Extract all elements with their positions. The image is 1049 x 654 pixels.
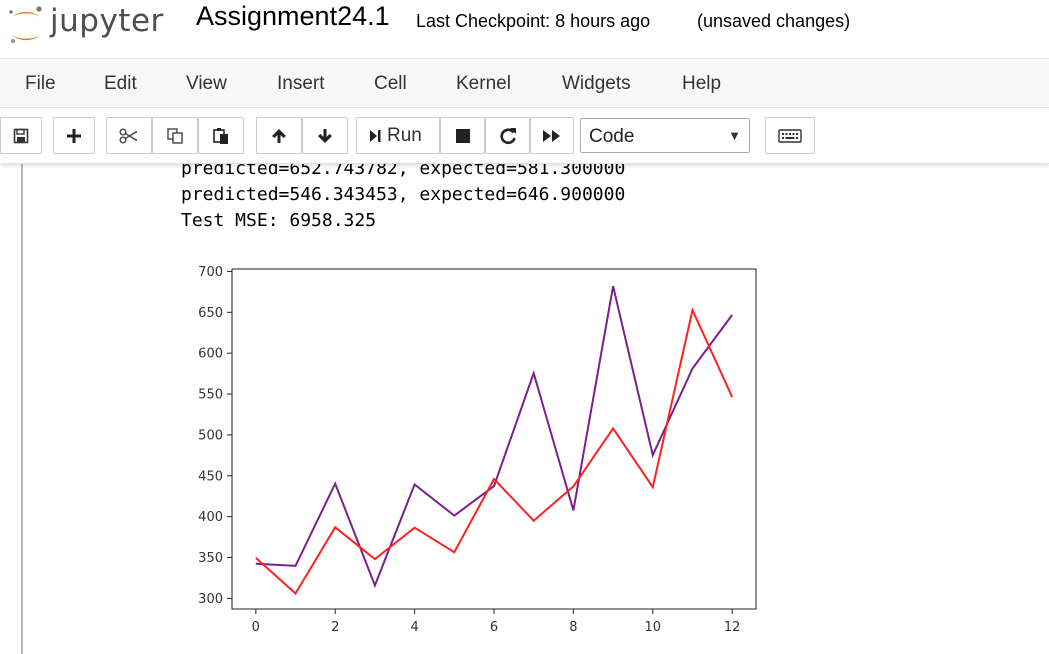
copy-icon [167, 127, 183, 144]
logo-text: jupyter [50, 3, 164, 39]
y-tick-label: 600 [198, 347, 223, 362]
run-button-label: Run [387, 124, 422, 146]
arrow-down-icon [318, 128, 332, 143]
move-down-button[interactable] [302, 117, 348, 154]
menu-file[interactable]: File [25, 73, 56, 94]
y-tick-label: 500 [198, 428, 223, 443]
notebook-container[interactable]: predicted=652.743782, expected=581.30000… [0, 164, 1049, 654]
output-line-3: Test MSE: 6958.325 [181, 210, 377, 231]
menu-insert[interactable]: Insert [277, 73, 325, 94]
menu-edit[interactable]: Edit [104, 73, 137, 94]
x-tick-label: 6 [490, 620, 498, 635]
series-line-0 [255, 285, 734, 589]
notebook-title[interactable]: Assignment24.1 [196, 1, 390, 31]
x-tick-label: 0 [252, 620, 260, 635]
restart-kernel-button[interactable] [485, 117, 530, 154]
command-palette-button[interactable] [765, 117, 815, 154]
output-line-1: predicted=652.743782, expected=581.30000… [181, 164, 626, 179]
stop-icon [455, 128, 470, 143]
y-tick-label: 300 [198, 592, 223, 607]
chevron-down-icon: ▼ [728, 128, 741, 143]
x-tick-label: 8 [569, 620, 577, 635]
save-button[interactable] [0, 117, 42, 154]
notebook-header: jupyter Assignment24.1 Last Checkpoint: … [0, 0, 1049, 52]
menu-cell[interactable]: Cell [374, 73, 407, 94]
menu-kernel[interactable]: Kernel [456, 73, 511, 94]
output-line-2: predicted=546.343453, expected=646.90000… [181, 184, 626, 205]
plus-icon [67, 128, 81, 143]
y-tick-label: 400 [198, 510, 223, 525]
move-up-button[interactable] [256, 117, 302, 154]
step-forward-icon [370, 129, 381, 142]
plot-area [231, 268, 757, 610]
scissors-icon [119, 128, 138, 143]
copy-button[interactable] [152, 117, 198, 154]
jupyter-logo[interactable]: jupyter [6, 3, 176, 49]
insert-cell-button[interactable] [53, 117, 95, 154]
x-tick-label: 12 [724, 620, 741, 635]
restart-run-all-button[interactable] [530, 117, 574, 154]
cut-button[interactable] [106, 117, 152, 154]
y-tick-label: 550 [198, 388, 223, 403]
fast-forward-icon [543, 129, 560, 142]
menu-help[interactable]: Help [682, 73, 722, 94]
keyboard-icon [778, 128, 802, 143]
y-tick-label: 700 [198, 265, 223, 280]
x-tick-label: 4 [410, 620, 418, 635]
menubar: File Edit View Insert Cell Kernel Widget… [0, 58, 1049, 108]
jupyter-logo-icon [9, 6, 42, 44]
x-tick-label: 10 [645, 620, 662, 635]
checkpoint-status: Last Checkpoint: 8 hours ago [416, 11, 651, 31]
cell-type-value: Code [589, 126, 635, 147]
arrow-up-icon [272, 128, 286, 143]
y-tick-label: 450 [198, 469, 223, 484]
interrupt-kernel-button[interactable] [440, 117, 485, 154]
y-tick-label: 350 [198, 551, 223, 566]
save-icon [13, 128, 29, 143]
menu-view[interactable]: View [186, 73, 227, 94]
toolbar: Run Code ▼ [0, 108, 1049, 164]
cell-type-select[interactable]: Code ▼ [580, 118, 750, 153]
run-button[interactable]: Run [356, 117, 440, 154]
line-chart: 300 350 400 450 500 550 600 650 700 0 2 4 6 8 10 12 [198, 265, 757, 635]
series-line-1 [255, 306, 734, 596]
x-tick-label: 2 [331, 620, 339, 635]
restart-icon [499, 127, 516, 144]
save-status: (unsaved changes) [697, 11, 851, 31]
paste-icon [213, 127, 228, 144]
y-tick-label: 650 [198, 306, 223, 321]
menu-widgets[interactable]: Widgets [562, 73, 631, 94]
cell-left-border [21, 164, 23, 654]
paste-button[interactable] [198, 117, 244, 154]
